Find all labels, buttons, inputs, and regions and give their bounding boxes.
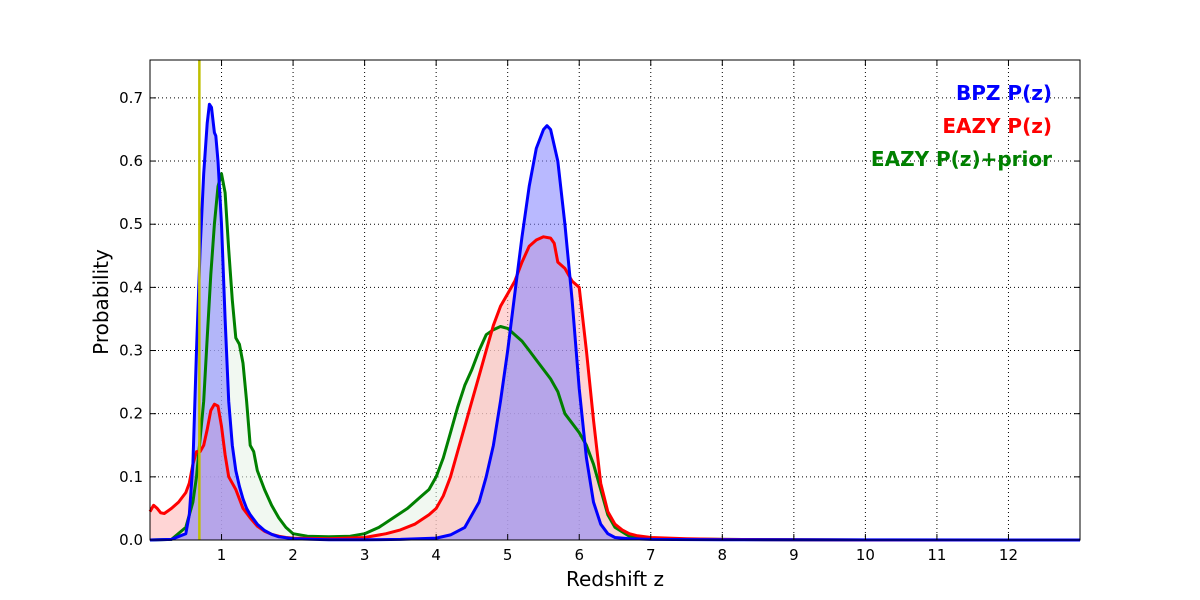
- y-tick-label: 0.1: [119, 468, 143, 486]
- axis-ticks: 1 2 3 4 5 6 7 8 9 10 11 120.00.10.20.30.40.50.60.7: [119, 60, 1080, 564]
- x-tick-label: 9: [789, 546, 799, 564]
- y-axis-label: Probability: [89, 249, 113, 355]
- legend-entry-eazy: EAZY P(z): [942, 114, 1052, 138]
- x-tick-label: 8: [718, 546, 728, 564]
- y-tick-label: 0.5: [119, 215, 143, 233]
- line-eazy-p-z-prior: [149, 172, 1080, 542]
- y-tick-label: 0.2: [119, 405, 143, 423]
- y-tick-label: 0.3: [119, 342, 143, 360]
- legend: BPZ P(z) EAZY P(z) EAZY P(z)+prior: [871, 81, 1052, 171]
- plot-frame: [149, 59, 1081, 541]
- x-tick-label: 11: [927, 546, 946, 564]
- grid: [150, 60, 1080, 540]
- legend-entry-eazy-prior: EAZY P(z)+prior: [871, 147, 1052, 171]
- line-eazy-p-z: [148, 235, 1080, 542]
- x-tick-label: 5: [503, 546, 513, 564]
- x-tick-label: 2: [288, 546, 298, 564]
- x-tick-label: 10: [856, 546, 875, 564]
- fill-eazy-p-z-prior: [150, 173, 1080, 540]
- legend-entry-bpz: BPZ P(z): [956, 81, 1052, 105]
- x-tick-label: 6: [574, 546, 584, 564]
- fill-eazy-p-z: [150, 236, 1080, 541]
- x-axis-label: Redshift z: [566, 567, 664, 591]
- y-tick-label: 0.6: [119, 152, 143, 170]
- x-tick-label: 4: [431, 546, 441, 564]
- x-tick-label: 7: [646, 546, 656, 564]
- y-tick-label: 0.4: [119, 278, 143, 296]
- y-tick-label: 0.7: [119, 89, 143, 107]
- x-tick-label: 3: [360, 546, 370, 564]
- x-tick-label: 1: [217, 546, 227, 564]
- x-tick-label: 12: [999, 546, 1018, 564]
- y-tick-label: 0.0: [119, 531, 143, 549]
